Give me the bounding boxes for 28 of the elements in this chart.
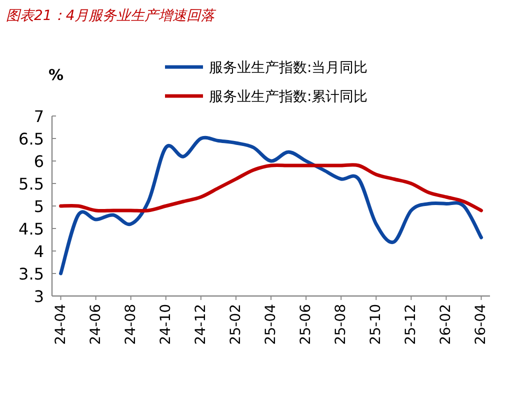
- x-tick-label: 26-04: [473, 304, 490, 345]
- x-tick-label: 26-02: [438, 304, 454, 345]
- x-tick-label: 24-10: [158, 304, 174, 345]
- y-tick-label: 7: [34, 107, 44, 126]
- chart-title: 图表21：4月服务业生产增速回落: [6, 8, 217, 24]
- y-tick-label: 6: [34, 152, 44, 171]
- y-tick-label: 6.5: [18, 130, 44, 148]
- line-series: [59, 136, 483, 276]
- legend-label: 服务业生产指数:累计同比: [209, 89, 368, 105]
- y-tick-label: 5.5: [18, 174, 44, 194]
- y-tick-label: 3.5: [18, 264, 44, 284]
- y-tick-label: 4.5: [18, 220, 44, 238]
- x-tick-label: 25-06: [298, 304, 314, 345]
- legend-label: 服务业生产指数:当月同比: [209, 60, 368, 76]
- x-tick-label: 24-04: [52, 304, 69, 345]
- x-tick-label: 24-06: [88, 304, 104, 345]
- x-tick-label: 25-04: [263, 304, 279, 345]
- line-series: [59, 163, 483, 213]
- x-tick-label: 25-10: [368, 304, 384, 345]
- x-tick-label: 25-02: [228, 304, 244, 345]
- x-tick-label: 24-08: [122, 304, 139, 345]
- x-tick-label: 25-08: [333, 304, 350, 345]
- y-axis-title: %: [48, 66, 64, 84]
- y-tick-label: 3: [34, 287, 44, 306]
- x-tick-label: 25-12: [403, 304, 420, 345]
- y-tick-label: 4: [34, 242, 44, 261]
- x-tick-label: 24-12: [192, 304, 209, 345]
- y-tick-label: 5: [34, 197, 44, 216]
